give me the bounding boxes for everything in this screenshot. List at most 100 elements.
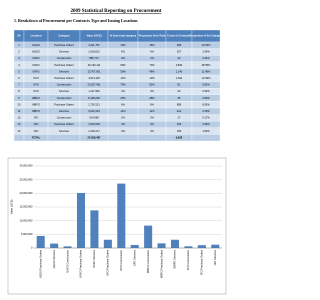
cell-text: 4%: [121, 122, 125, 126]
y-tick-label: 0: [31, 246, 33, 250]
cell-text: Construction: [57, 96, 72, 100]
cell-text: JFO: [34, 122, 39, 126]
x-tick-label: HQGS Services: [52, 249, 56, 268]
cell-text: 2.69%: [202, 50, 210, 54]
cell-text: 586,773: [89, 56, 99, 60]
header-text: S#: [17, 34, 21, 38]
cell-text: UNFO: [32, 69, 39, 73]
y-tick-label: 5,000,000: [21, 232, 33, 236]
y-tick-label: 15,000,000: [20, 205, 34, 209]
cell-text: 1,618,822: [88, 50, 100, 54]
cell-text: 4.15%: [202, 109, 210, 113]
cell-text: 4%: [150, 122, 154, 126]
cell-text: 996: [177, 43, 182, 47]
cell-text: 1,202,217: [88, 129, 100, 133]
cell-text: 1,700,321: [88, 102, 100, 106]
bar: [197, 245, 206, 248]
cell-text: 9,928: [176, 135, 183, 139]
cell-text: 20,130,111: [88, 63, 101, 67]
cell-text: 1,002: [176, 76, 183, 80]
cell-text: Purchase Orders: [54, 122, 74, 126]
cell-text: 267: [177, 50, 182, 54]
y-tick-label: 30,000,000: [20, 164, 34, 168]
cell-text: 25%: [120, 96, 126, 100]
x-tick-label: UFO Services: [132, 249, 136, 266]
bar: [50, 243, 59, 248]
cell-text: 48%: [149, 69, 155, 73]
cell-text: 11: [18, 109, 21, 113]
cell-text: 10.09%: [202, 76, 211, 80]
x-tick-label: HQGS Purchase Orders: [38, 249, 42, 278]
cell-text: Construction: [57, 116, 72, 120]
cell-text: 50%: [120, 69, 126, 73]
cell-text: 9: [18, 96, 20, 100]
cell-text: Services: [59, 69, 70, 73]
cell-text: 3.28%: [202, 122, 210, 126]
cell-text: 2%: [150, 56, 154, 60]
cell-text: Construction: [57, 56, 72, 60]
cell-text: 10%: [149, 76, 155, 80]
cell-text: 28%: [149, 96, 155, 100]
cell-text: 0.93%: [202, 89, 210, 93]
cell-text: Services: [59, 50, 70, 54]
cell-text: 17: [178, 116, 181, 120]
cell-text: 165: [177, 129, 182, 133]
cell-text: 56: [178, 96, 181, 100]
cell-text: 10.03%: [202, 43, 211, 47]
cell-text: WBFO: [32, 109, 40, 113]
cell-text: 73%: [120, 83, 126, 87]
header-text: Proportion of the Category: [190, 34, 224, 38]
cell-text: 1,032,518: [88, 122, 100, 126]
cell-text: 4,411,751: [88, 43, 100, 47]
cell-text: 70%: [149, 63, 155, 67]
cell-text: 48.55%: [202, 63, 211, 67]
cell-text: 2%: [121, 116, 125, 120]
cell-text: 4%: [150, 129, 154, 133]
cell-text: 32: [178, 56, 181, 60]
cell-text: 1,140: [176, 69, 183, 73]
cell-text: Services: [59, 129, 70, 133]
x-tick-label: UNFO Purchase Orders: [79, 249, 83, 277]
bar: [157, 243, 166, 248]
cell-text: 69%: [120, 63, 126, 67]
cell-text: HQGS: [32, 43, 40, 47]
cell-text: WBFO: [32, 96, 40, 100]
cell-text: 11%: [150, 109, 156, 113]
cell-text: Services: [59, 89, 70, 93]
cell-text: 8: [18, 89, 20, 93]
cell-text: Purchase Orders: [54, 76, 74, 80]
bar: [103, 239, 112, 248]
header-text: Count of Contracts: [167, 34, 191, 38]
cell-text: JFO: [34, 116, 39, 120]
cell-text: 23,557,461: [88, 83, 102, 87]
table-cell: [191, 134, 221, 142]
x-tick-label: UFO Purchase Orders: [106, 249, 110, 276]
x-tick-label: JFO Purchase Orders: [200, 249, 204, 275]
cell-text: 10: [18, 102, 21, 106]
bar: [184, 246, 193, 248]
header-text: Location: [31, 34, 42, 38]
section-title: 1. Breakdown of Procurement per Contract…: [14, 18, 138, 23]
cell-text: 0.82%: [202, 83, 210, 87]
y-tick-label: 20,000,000: [20, 191, 34, 195]
x-tick-label: UNFO Construction: [65, 249, 69, 272]
cell-text: Purchase Orders: [54, 43, 74, 47]
cell-text: UFO: [33, 83, 38, 87]
bar: [76, 192, 86, 248]
x-tick-label: UFO Construction: [119, 249, 123, 270]
bar: [36, 235, 45, 248]
cell-text: 4%: [121, 89, 125, 93]
cell-text: 11.48%: [202, 69, 211, 73]
cell-text: 15%: [149, 43, 155, 47]
y-axis-label: Value (US $): [10, 200, 14, 215]
chart-frame: [7, 157, 227, 295]
cell-text: 6: [18, 76, 20, 80]
cell-text: 11%: [121, 76, 127, 80]
cell-text: HQGS: [32, 50, 40, 54]
cell-text: UFO: [33, 76, 38, 80]
x-tick-label: JFO Services: [213, 249, 217, 265]
cell-text: 92: [178, 89, 181, 93]
cell-text: 326: [177, 122, 182, 126]
cell-text: UFO: [33, 89, 38, 93]
bar: [144, 225, 153, 248]
